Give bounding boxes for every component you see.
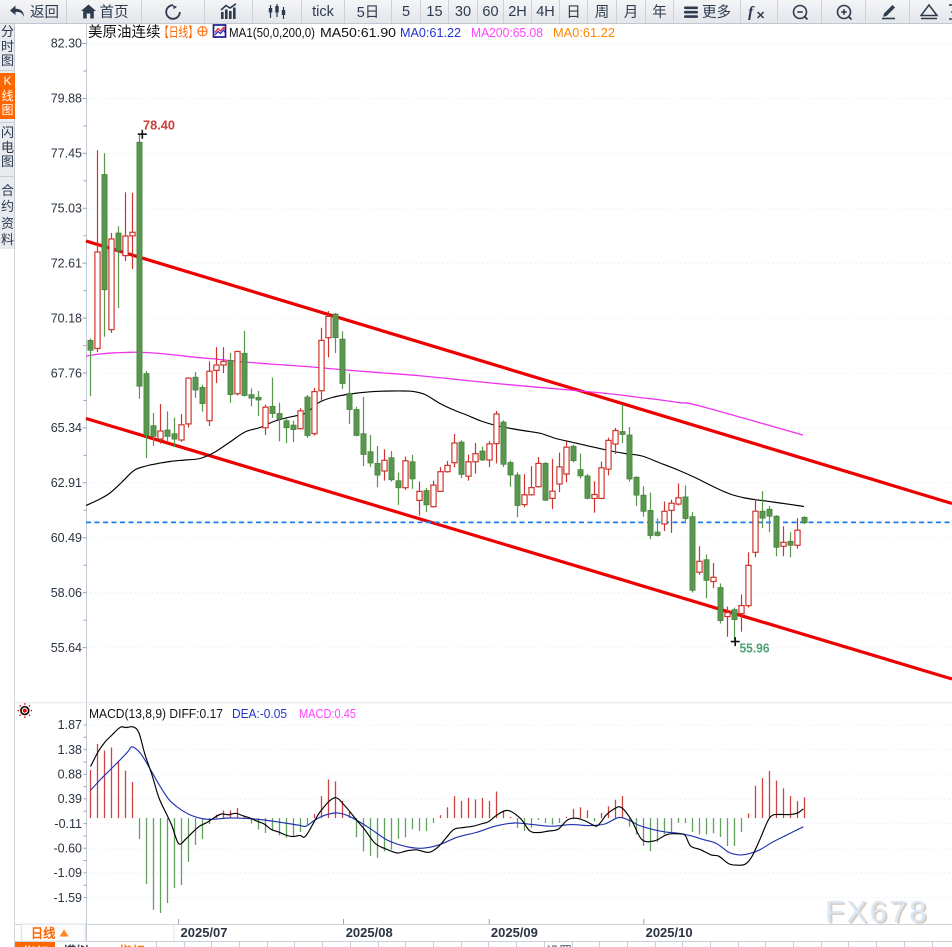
svg-text:78.40: 78.40: [143, 118, 175, 133]
svg-text:MA200:65.08: MA200:65.08: [471, 25, 543, 40]
svg-text:-0.11: -0.11: [54, 817, 82, 831]
svg-text:1.87: 1.87: [58, 718, 82, 732]
svg-text:65.34: 65.34: [51, 421, 82, 435]
svg-text:62.91: 62.91: [51, 476, 82, 490]
svg-text:2025/09: 2025/09: [491, 925, 538, 940]
svg-text:DEA:-0.05: DEA:-0.05: [232, 706, 287, 721]
svg-text:75.03: 75.03: [51, 202, 82, 216]
svg-text:82.30: 82.30: [51, 37, 82, 51]
svg-text:MACD(13,8,9) DIFF:0.17: MACD(13,8,9) DIFF:0.17: [89, 706, 223, 721]
svg-text:55.96: 55.96: [740, 641, 770, 656]
svg-text:0.39: 0.39: [58, 792, 82, 806]
svg-text:60.49: 60.49: [51, 531, 82, 545]
svg-text:MA50:61.90: MA50:61.90: [320, 25, 396, 40]
svg-text:FX678: FX678: [827, 896, 931, 931]
svg-text:-1.59: -1.59: [54, 891, 83, 905]
svg-text:美原油连续: 美原油连续: [88, 24, 161, 41]
svg-text:2025/08: 2025/08: [346, 925, 393, 940]
svg-text:2025/07: 2025/07: [181, 925, 228, 940]
svg-text:72.61: 72.61: [51, 256, 82, 270]
svg-text:MA0:61.22: MA0:61.22: [400, 25, 461, 40]
svg-text:-0.60: -0.60: [54, 842, 83, 856]
svg-text:2025/10: 2025/10: [646, 925, 693, 940]
svg-text:-1.09: -1.09: [54, 866, 83, 880]
svg-text:MA1(50,0,200,0): MA1(50,0,200,0): [229, 25, 315, 40]
svg-text:FX678: FX678: [825, 894, 929, 929]
svg-text:0.88: 0.88: [58, 768, 82, 782]
svg-text:MA0:61.22: MA0:61.22: [553, 25, 615, 40]
svg-text:MACD:0.45: MACD:0.45: [299, 706, 356, 721]
svg-text:55.64: 55.64: [51, 641, 82, 655]
svg-text:58.06: 58.06: [51, 586, 82, 600]
svg-text:79.88: 79.88: [51, 92, 82, 106]
svg-text:67.76: 67.76: [51, 366, 82, 380]
svg-text:✕: ✕: [756, 10, 765, 20]
svg-text:f: f: [748, 4, 755, 20]
svg-text:77.45: 77.45: [51, 147, 82, 161]
svg-text:70.18: 70.18: [51, 311, 82, 325]
svg-text:【日线】: 【日线】: [159, 25, 198, 40]
svg-text:日线: 日线: [31, 926, 56, 941]
svg-text:1.38: 1.38: [58, 743, 82, 757]
